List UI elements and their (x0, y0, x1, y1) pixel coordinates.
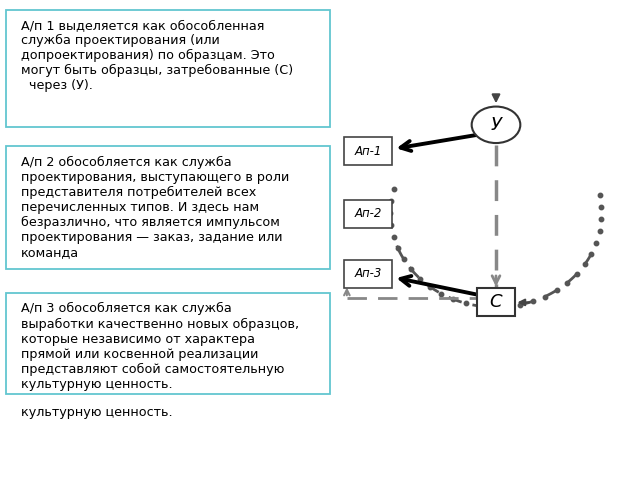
FancyBboxPatch shape (344, 260, 392, 288)
Circle shape (472, 107, 520, 143)
Text: С: С (490, 293, 502, 312)
Text: А/п 2 обособляется как служба
проектирования, выступающего в роли
представителя : А/п 2 обособляется как служба проектиров… (21, 156, 289, 259)
FancyBboxPatch shape (6, 293, 330, 394)
Text: А/п 3 обособляется как служба
выработки качественно новых образцов,
которые неза: А/п 3 обособляется как служба выработки … (21, 302, 300, 391)
Text: А/п 1 выделяется как обособленная
служба проектирования (или
допроектирования) п: А/п 1 выделяется как обособленная служба… (21, 19, 293, 93)
FancyBboxPatch shape (344, 137, 392, 165)
FancyBboxPatch shape (344, 200, 392, 228)
Text: У: У (490, 116, 502, 134)
FancyBboxPatch shape (6, 10, 330, 127)
Text: Ап-2: Ап-2 (355, 207, 381, 220)
FancyBboxPatch shape (477, 288, 515, 316)
Text: Ап-1: Ап-1 (355, 144, 381, 158)
FancyBboxPatch shape (6, 146, 330, 269)
Text: Ап-3: Ап-3 (355, 267, 381, 280)
Text: культурную ценность.: культурную ценность. (21, 406, 173, 419)
